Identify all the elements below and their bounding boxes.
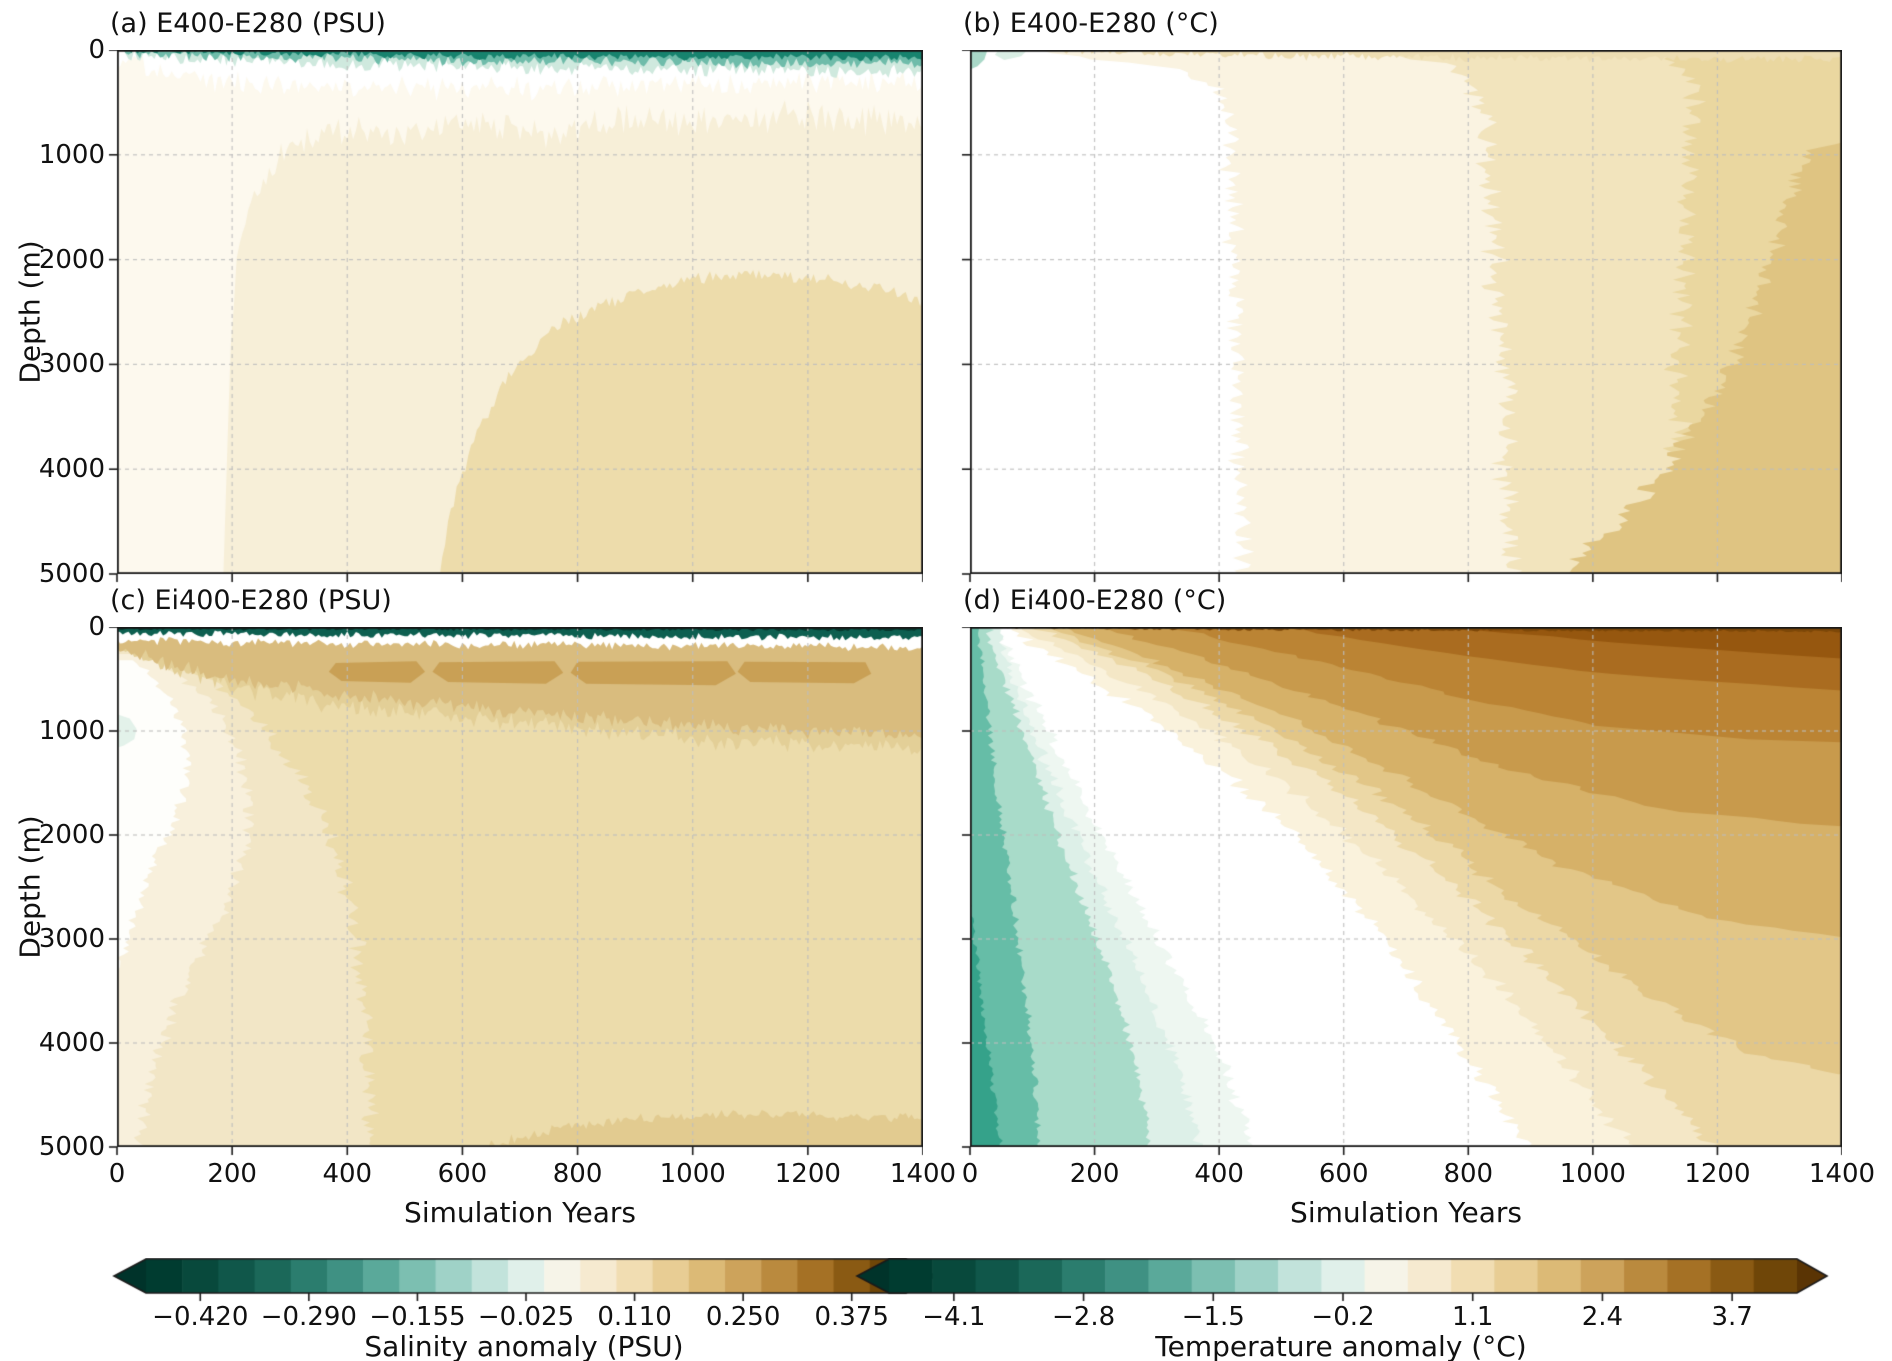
- colorbar-tick-label: 0.110: [597, 1302, 672, 1332]
- x-tick-label: 400: [322, 1159, 373, 1189]
- contour-plot-a: [103, 50, 923, 588]
- y-tick-label: 4000: [38, 1028, 105, 1058]
- x-tick-label: 1200: [1684, 1159, 1751, 1189]
- salinity-colorbar-label: Salinity anomaly (PSU): [364, 1330, 684, 1361]
- panel-a-title: (a) E400-E280 (PSU): [110, 8, 386, 39]
- x-tick-label: 600: [1318, 1159, 1369, 1189]
- y-tick-label: 3000: [38, 924, 105, 954]
- y-tick-label: 1000: [38, 139, 105, 170]
- contour-canvas-a: [103, 50, 923, 588]
- x-tick-label: 1400: [889, 1159, 957, 1189]
- x-axis-label-left: Simulation Years: [404, 1196, 636, 1229]
- panel-b-title: (b) E400-E280 (°C): [963, 8, 1219, 39]
- x-tick-label: 1400: [1808, 1159, 1876, 1189]
- colorbar-tick-label: −0.025: [477, 1302, 575, 1332]
- colorbar-tick-label: 0.375: [814, 1302, 889, 1332]
- x-tick-label: 0: [961, 1159, 979, 1189]
- x-tick-label: 800: [1443, 1159, 1494, 1189]
- contour-plot-d: [956, 627, 1842, 1161]
- x-tick-label: 200: [207, 1159, 257, 1189]
- y-tick-label: 2000: [38, 244, 105, 275]
- colorbar-tick-label: −0.290: [260, 1302, 357, 1332]
- temperature-colorbar-label: Temperature anomaly (°C): [1155, 1330, 1527, 1361]
- colorbar-tick-label: −0.420: [152, 1302, 249, 1332]
- colorbar-tick-label: −0.2: [1311, 1302, 1375, 1332]
- contour-canvas-b: [956, 50, 1842, 588]
- colorbar-tick-label: 3.7: [1711, 1302, 1753, 1332]
- colorbar-tick-label: −4.1: [922, 1302, 986, 1332]
- x-tick-label: 800: [552, 1159, 603, 1189]
- x-tick-label: 0: [108, 1159, 126, 1189]
- contour-canvas-d: [956, 627, 1842, 1161]
- x-tick-label: 1000: [659, 1159, 726, 1189]
- salinity-colorbar: [112, 1258, 940, 1306]
- x-tick-label: 400: [1194, 1159, 1244, 1189]
- colorbar-tick-label: 1.1: [1452, 1302, 1494, 1332]
- contour-canvas-c: [103, 627, 923, 1161]
- x-axis-label-right: Simulation Years: [1290, 1196, 1522, 1229]
- temperature-colorbar: [855, 1258, 1831, 1306]
- contour-plot-c: [103, 627, 923, 1161]
- colorbar-tick-label: 2.4: [1581, 1302, 1624, 1332]
- y-tick-label: 0: [88, 612, 105, 642]
- colorbar-tick-label: 0.250: [705, 1302, 781, 1332]
- y-tick-label: 0: [88, 35, 105, 65]
- x-tick-label: 200: [1069, 1159, 1120, 1189]
- y-tick-label: 3000: [38, 349, 105, 380]
- colorbar-tick-label: −0.155: [369, 1302, 466, 1332]
- colorbar-tick-label: −1.5: [1181, 1302, 1245, 1332]
- y-tick-label: 1000: [38, 716, 105, 746]
- x-tick-label: 600: [437, 1159, 488, 1189]
- y-tick-label: 5000: [38, 559, 105, 589]
- y-tick-label: 4000: [38, 454, 105, 485]
- colorbar-tick-label: −2.8: [1051, 1302, 1116, 1332]
- x-tick-label: 1000: [1559, 1159, 1626, 1189]
- panel-d-title: (d) Ei400-E280 (°C): [963, 585, 1227, 616]
- contour-plot-b: [956, 50, 1842, 588]
- y-tick-label: 2000: [38, 820, 105, 850]
- y-tick-label: 5000: [38, 1132, 105, 1162]
- x-tick-label: 1200: [774, 1159, 841, 1189]
- panel-c-title: (c) Ei400-E280 (PSU): [110, 585, 392, 616]
